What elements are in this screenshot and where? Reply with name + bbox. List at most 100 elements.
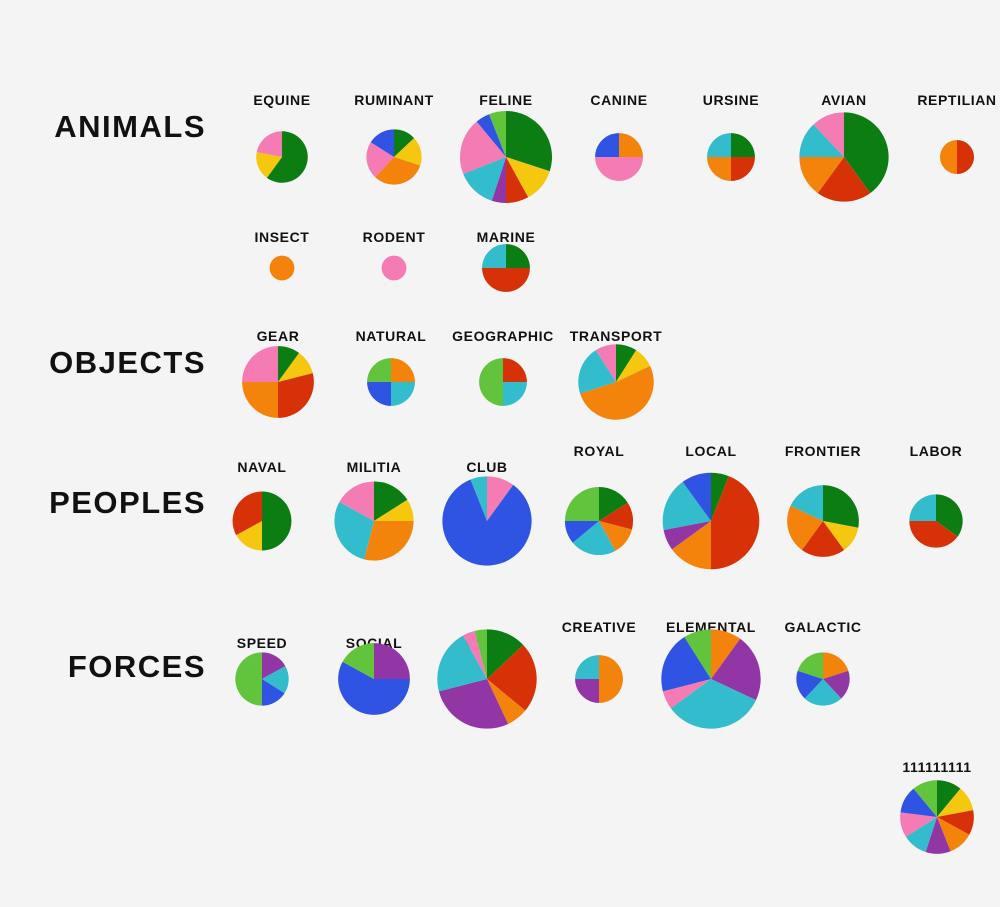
pie-elemental	[661, 629, 761, 729]
pie-royal	[564, 486, 634, 556]
pie-slice-royal-0	[599, 486, 628, 521]
pie-label-militia: MILITIA	[346, 459, 402, 475]
pie-label-marine: MARINE	[476, 229, 536, 245]
pie-labor	[909, 494, 963, 548]
pie-avian	[799, 112, 889, 202]
pie-slice-labor-2	[909, 494, 936, 521]
pie-slice-club-2	[470, 476, 487, 521]
group-title-forces: FORCES	[67, 649, 206, 684]
pie-slice-frontier-0	[823, 485, 859, 528]
pie-slice-avian-2	[799, 157, 844, 194]
pie-slice-local-5	[682, 472, 711, 521]
pie-slice-local-0	[711, 472, 729, 521]
pie-slice-royal-2	[599, 521, 632, 551]
pie-slice-mythic-2	[487, 679, 526, 724]
pie-slice-naval-2	[232, 491, 262, 536]
group-title-objects: OBJECTS	[49, 345, 206, 380]
pie-slice-elemental-2	[670, 679, 756, 729]
pie-label-gear: GEAR	[256, 328, 300, 344]
pie-slice-feline-1	[506, 157, 550, 198]
pie-label-geographic: GEOGRAPHIC	[452, 328, 554, 344]
pie-label-ursine: URSINE	[702, 92, 760, 108]
pie-club	[442, 476, 532, 566]
pie-slice-feline-6	[476, 114, 506, 157]
pie-slice-gear-4	[242, 346, 278, 382]
pie-slice-transport-0	[616, 344, 637, 382]
pie-slice-canine-1	[595, 157, 643, 181]
pie-slice-social-1	[338, 661, 410, 715]
pie-slice-transport-1	[616, 350, 651, 382]
pie-slice-militia-1	[374, 499, 414, 521]
pie-frontier	[787, 485, 859, 557]
pie-label-feline: FELINE	[479, 92, 533, 108]
pie-slice-royal-5	[564, 486, 599, 521]
pie-slice-galactic-1	[823, 670, 850, 699]
pie-slice-mythic-4	[437, 635, 487, 692]
pie-creative	[575, 655, 623, 703]
pie-slice-social-2	[342, 643, 374, 679]
pie-ruminant	[366, 129, 422, 185]
pie-social	[338, 643, 410, 715]
pie-label-equine: EQUINE	[253, 92, 311, 108]
pie-slice-avian-4	[813, 112, 844, 157]
pie-slice-natural-1	[391, 382, 415, 406]
pie-label-frontier: FRONTIER	[784, 443, 862, 459]
pie-slice-ruminant-0	[394, 129, 415, 157]
pie-feline	[460, 111, 552, 203]
pie-militia	[334, 481, 414, 561]
pie-geographic	[479, 358, 527, 406]
pie-slice-frontier-3	[787, 505, 823, 551]
pie-slice-mythic-3	[438, 679, 509, 729]
pie-slice-rodent-0	[381, 255, 407, 281]
pie-slice-feline-0	[506, 111, 552, 172]
pie-slice-frontier-4	[790, 485, 823, 521]
pie-slice-elemental-5	[684, 629, 711, 679]
pie-slice-ursine-2	[707, 157, 731, 181]
pie-slice-111111111-8	[913, 780, 937, 817]
pie-label-insect: INSECT	[254, 229, 310, 245]
pie-slice-galactic-3	[796, 670, 823, 699]
pie-label-ruminant: RUMINANT	[354, 92, 434, 108]
pie-slice-ursine-1	[731, 157, 755, 181]
pie-slice-ruminant-3	[366, 142, 394, 178]
pie-mythic	[437, 629, 537, 729]
pie-slice-royal-1	[599, 502, 634, 530]
pie-label-transport: TRANSPORT	[569, 328, 663, 344]
pie-naval	[232, 491, 292, 551]
pie-slice-elemental-1	[711, 638, 761, 701]
group-title-peoples: PEOPLES	[49, 485, 206, 520]
pie-slice-marine-2	[482, 244, 506, 268]
pie-slice-equine-1	[256, 152, 282, 178]
pie-slice-natural-3	[367, 358, 391, 382]
pie-label-speed: SPEED	[236, 635, 288, 651]
pie-local	[662, 472, 760, 570]
pie-equine	[256, 131, 308, 183]
pie-slice-local-1	[711, 476, 760, 570]
pie-slice-natural-0	[391, 358, 415, 382]
pie-slice-club-1	[442, 479, 532, 566]
pie-slice-feline-4	[463, 157, 506, 201]
pie-slice-transport-4	[595, 344, 616, 382]
pie-label-local: LOCAL	[685, 443, 737, 459]
pie-label-avian: AVIAN	[821, 92, 867, 108]
pie-slice-ruminant-1	[394, 138, 422, 166]
pie-slice-natural-2	[367, 382, 391, 406]
pie-slice-ruminant-4	[370, 129, 394, 157]
pie-ursine	[707, 133, 755, 181]
pie-slice-frontier-1	[823, 521, 859, 551]
pie-slice-marine-1	[482, 268, 530, 292]
pie-slice-111111111-5	[905, 817, 937, 852]
pie-label-elemental: ELEMENTAL	[666, 619, 756, 635]
pie-slice-equine-2	[256, 131, 282, 157]
pie-slice-ursine-0	[731, 133, 755, 157]
pie-slice-speed-2	[262, 679, 285, 706]
pie-slice-reptilian-0	[957, 139, 975, 175]
pie-label-natural: NATURAL	[355, 328, 427, 344]
pie-slice-naval-1	[236, 521, 262, 551]
pie-slice-feline-5	[460, 121, 506, 174]
pie-slice-111111111-7	[900, 788, 937, 817]
pie-slice-111111111-0	[937, 780, 961, 817]
pie-slice-feline-7	[489, 111, 506, 157]
